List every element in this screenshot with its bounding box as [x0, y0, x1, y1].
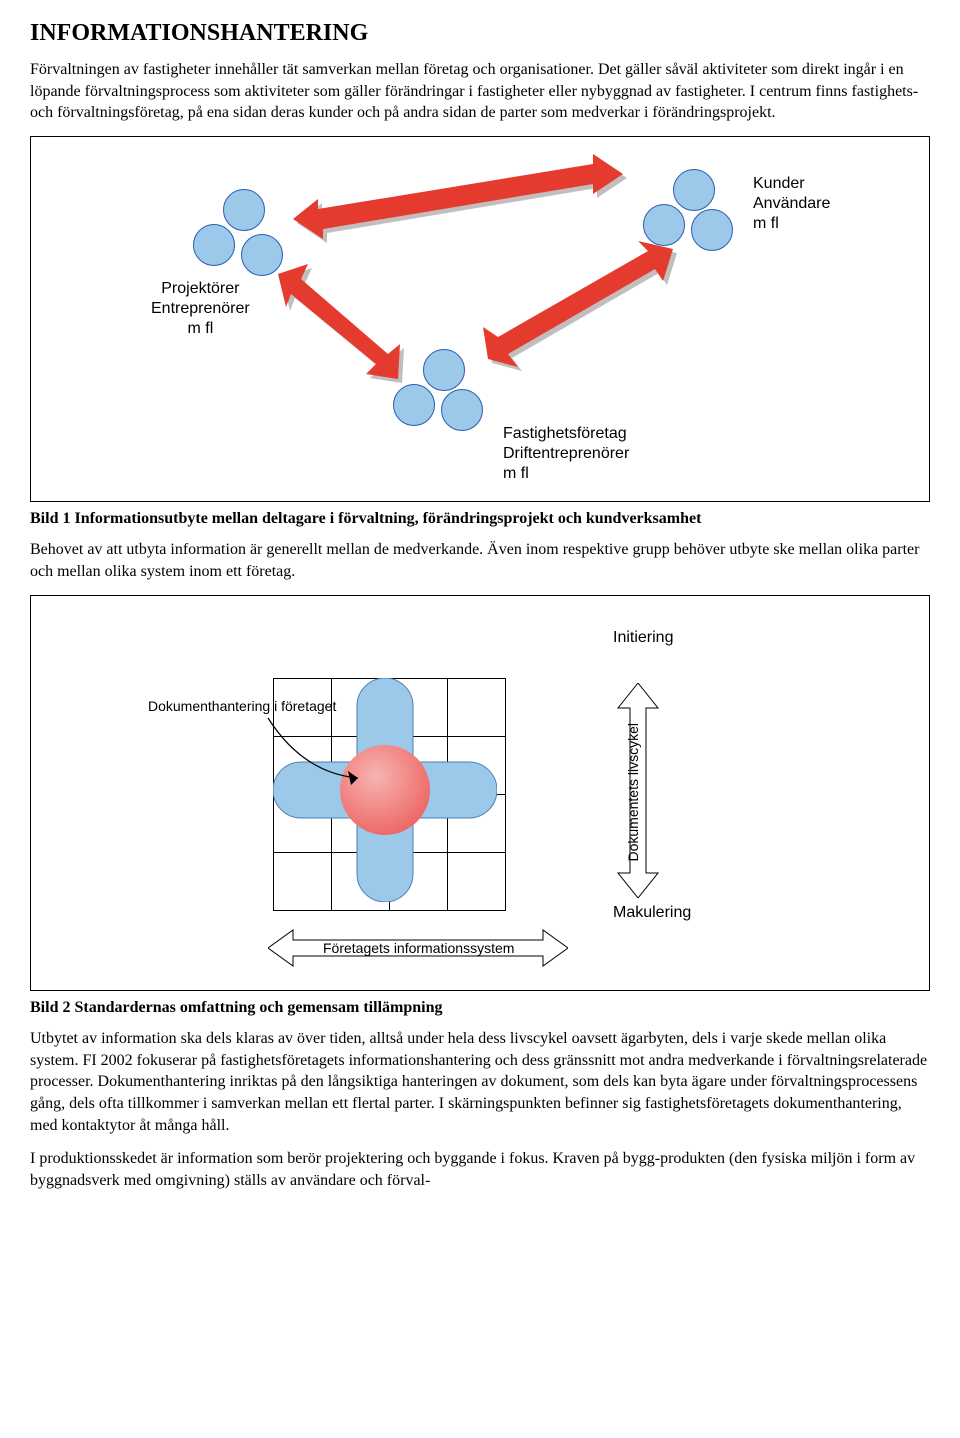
- arrow-left-bottom: [258, 259, 428, 399]
- label-left: Projektörer Entreprenörer m fl: [151, 279, 250, 339]
- label-initiering: Initiering: [613, 628, 673, 648]
- figure-2-caption: Bild 2 Standardernas omfattning och geme…: [30, 997, 930, 1019]
- figure-1-caption: Bild 1 Informationsutbyte mellan deltaga…: [30, 508, 930, 530]
- figure-1: Projektörer Entreprenörer m fl Kunder An…: [30, 136, 930, 502]
- figure-2: Initiering D: [30, 595, 930, 991]
- label-infosystem: Företagets informationssystem: [323, 940, 514, 958]
- paragraph-2: Behovet av att utbyta information är gen…: [30, 539, 930, 582]
- paragraph-4: I produktionsskedet är information som b…: [30, 1148, 930, 1191]
- arrow-right-bottom: [473, 239, 693, 389]
- page-title: INFORMATIONSHANTERING: [30, 20, 930, 47]
- arrow-top: [273, 159, 643, 249]
- curve-arrow-icon: [263, 713, 383, 793]
- paragraph-3: Utbytet av information ska dels klaras a…: [30, 1028, 930, 1136]
- label-livscykel: Dokumentets livscykel: [625, 723, 641, 867]
- intro-paragraph: Förvaltningen av fastigheter innehåller …: [30, 59, 930, 124]
- label-bottom: Fastighetsföretag Driftentreprenörer m f…: [503, 424, 629, 484]
- label-right: Kunder Användare m fl: [753, 174, 830, 234]
- label-makulering: Makulering: [613, 903, 691, 923]
